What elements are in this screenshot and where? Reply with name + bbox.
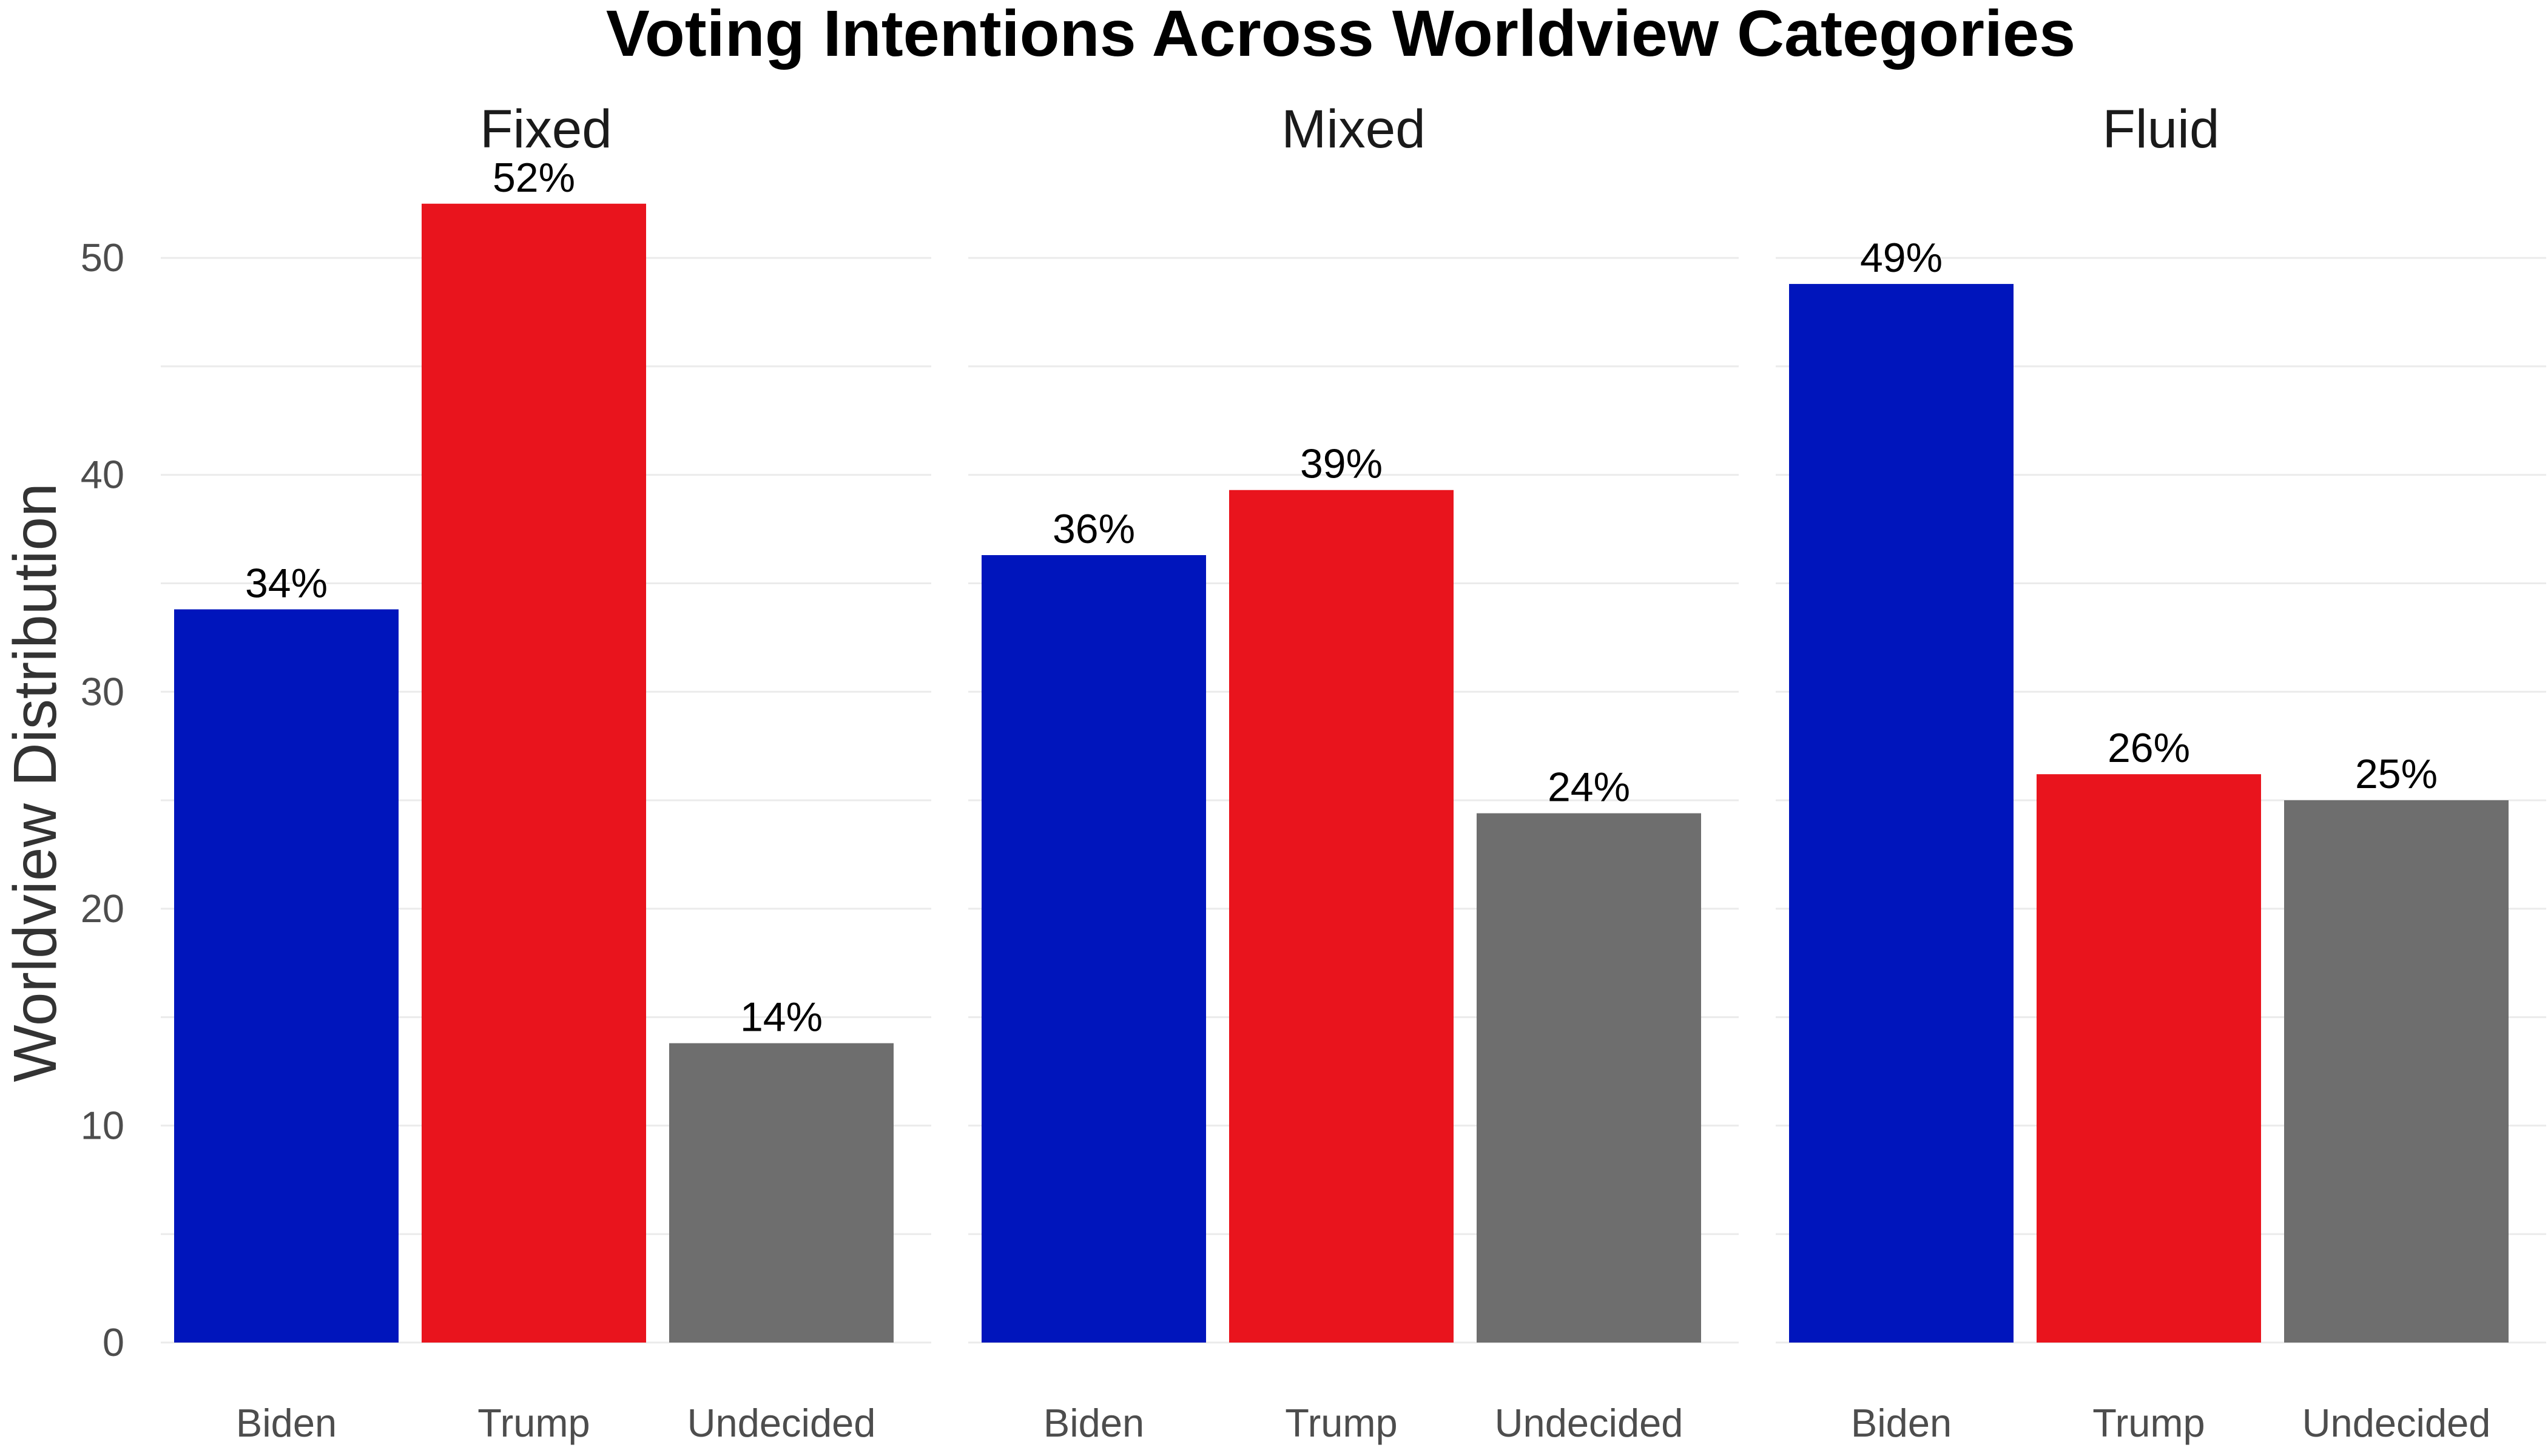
chart-panels: Fixed 34% Biden 52% Trump 14% Undecided Mixed 36… — [161, 98, 2546, 1445]
data-label: 25% — [2355, 751, 2438, 797]
bar-trump — [1229, 490, 1454, 1343]
x-tick-label: Biden — [1043, 1401, 1144, 1445]
x-tick-label: Undecided — [687, 1401, 876, 1445]
data-label: 26% — [2108, 725, 2190, 771]
data-label: 39% — [1300, 441, 1383, 487]
y-axis-label: Worldview Distribution — [1, 483, 69, 1082]
panel-title: Fixed — [480, 98, 612, 159]
panel-fluid: Fluid 49% Biden 26% Trump 25% Undecided — [1776, 98, 2546, 1445]
bar-undecided — [1477, 813, 1701, 1343]
y-tick-label: 30 — [81, 669, 124, 713]
x-tick-label: Trump — [1285, 1401, 1397, 1445]
x-tick-label: Trump — [2092, 1401, 2205, 1445]
panel-title: Mixed — [1281, 98, 1425, 159]
data-label: 52% — [493, 155, 575, 201]
x-tick-label: Undecided — [1495, 1401, 1684, 1445]
data-label: 49% — [1860, 235, 1943, 281]
data-label: 34% — [245, 560, 328, 606]
x-tick-label: Biden — [236, 1401, 337, 1445]
bar-undecided — [669, 1043, 894, 1343]
bar-undecided — [2284, 800, 2509, 1343]
data-label: 36% — [1053, 506, 1135, 552]
data-label: 24% — [1548, 764, 1630, 811]
bar-biden — [174, 609, 399, 1343]
chart-title: Voting Intentions Across Worldview Categ… — [606, 0, 2075, 70]
bar-trump — [422, 203, 646, 1343]
panel-fixed: Fixed 34% Biden 52% Trump 14% Undecided — [161, 98, 931, 1445]
y-tick-label: 40 — [81, 453, 124, 497]
x-tick-label: Biden — [1851, 1401, 1952, 1445]
panel-mixed: Mixed 36% Biden 39% Trump 24% Undecided — [968, 98, 1739, 1445]
y-tick-label: 50 — [81, 235, 124, 280]
bar-trump — [2037, 774, 2261, 1343]
bar-biden — [1789, 284, 2014, 1343]
y-axis-ticks: 0 10 20 30 40 50 — [81, 235, 124, 1364]
bar-biden — [982, 555, 1206, 1343]
y-tick-label: 0 — [103, 1320, 124, 1364]
x-tick-label: Trump — [477, 1401, 590, 1445]
y-tick-label: 20 — [81, 886, 124, 931]
panel-title: Fluid — [2103, 98, 2220, 159]
data-label: 14% — [740, 994, 823, 1040]
x-tick-label: Undecided — [2302, 1401, 2491, 1445]
y-tick-label: 10 — [81, 1103, 124, 1147]
